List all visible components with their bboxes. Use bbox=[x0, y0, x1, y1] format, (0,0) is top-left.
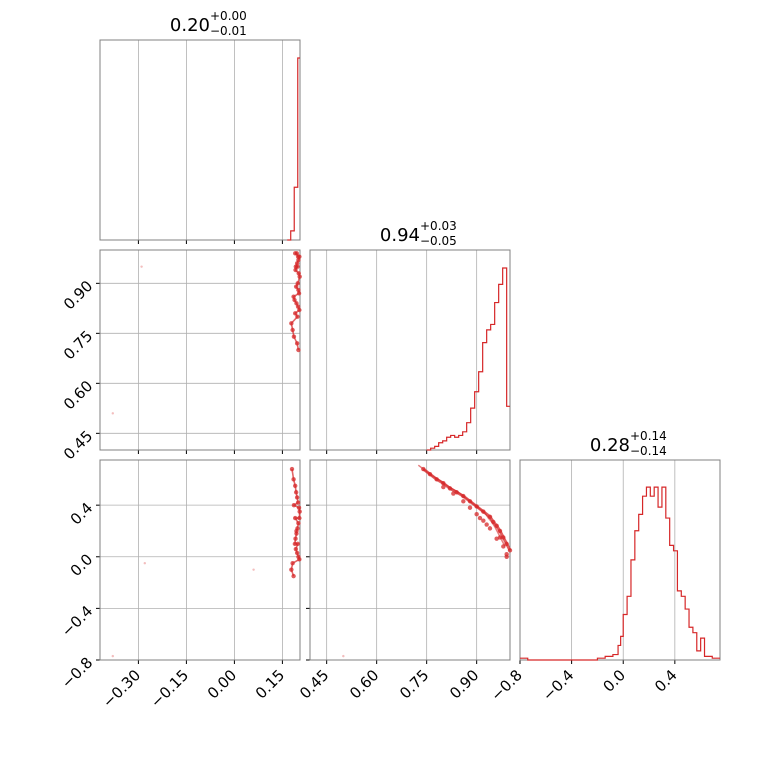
y-tick-label-1-2: 0.75 bbox=[60, 327, 96, 363]
samples-0-2 bbox=[111, 466, 302, 658]
param-title-lower-1: −0.05 bbox=[420, 234, 457, 248]
panel-1-1 bbox=[309, 249, 511, 454]
panel-frame bbox=[99, 459, 301, 661]
sample-point bbox=[441, 484, 446, 490]
sample-point bbox=[111, 654, 115, 658]
panel-2-2 bbox=[519, 459, 721, 664]
y-tick-label-1-0: 0.45 bbox=[60, 427, 96, 463]
sample-point bbox=[342, 654, 345, 658]
y-tick-label-2-1: −0.4 bbox=[58, 602, 96, 640]
histogram-0 bbox=[287, 57, 300, 241]
sample-point bbox=[461, 499, 466, 504]
x-tick-label-0-0: −0.30 bbox=[99, 666, 144, 711]
x-tick-label-1-3: 0.90 bbox=[446, 666, 482, 702]
x-tick-label-2-1: −0.4 bbox=[539, 666, 577, 704]
panel-frame bbox=[519, 459, 721, 661]
param-title-2: 0.28 bbox=[590, 435, 630, 456]
density-contour bbox=[290, 252, 301, 351]
panel-0-0 bbox=[99, 39, 301, 244]
param-title-upper-2: +0.14 bbox=[630, 429, 667, 443]
samples-0-1 bbox=[111, 251, 302, 415]
panel-frame bbox=[309, 459, 511, 661]
sample-point bbox=[504, 554, 509, 559]
y-tick-label-1-3: 0.90 bbox=[60, 277, 96, 313]
sample-point bbox=[140, 265, 143, 268]
sample-point bbox=[143, 562, 146, 565]
sample-point bbox=[252, 568, 255, 571]
panel-frame bbox=[99, 39, 301, 241]
x-tick-label-1-0: 0.45 bbox=[296, 666, 332, 702]
panel-1-0 bbox=[96, 249, 301, 454]
x-tick-label-0-3: 0.15 bbox=[252, 666, 288, 702]
sample-point bbox=[487, 526, 493, 531]
y-tick-label-1-1: 0.60 bbox=[60, 377, 96, 413]
param-title-upper-1: +0.03 bbox=[420, 219, 457, 233]
sample-point bbox=[474, 511, 479, 517]
x-tick-label-2-2: 0.0 bbox=[599, 666, 629, 696]
samples-1-2 bbox=[342, 464, 513, 658]
x-tick-label-0-1: −0.15 bbox=[147, 666, 192, 711]
param-title-upper-0: +0.00 bbox=[210, 9, 247, 23]
histogram-1 bbox=[426, 267, 510, 451]
param-title-0: 0.20 bbox=[170, 15, 210, 36]
x-tick-label-1-1: 0.60 bbox=[346, 666, 382, 702]
param-title-lower-2: −0.14 bbox=[630, 444, 667, 458]
panel-2-0 bbox=[96, 459, 301, 664]
x-tick-label-2-0: −0.8 bbox=[487, 666, 525, 704]
y-tick-label-2-2: 0.0 bbox=[67, 550, 97, 580]
param-title-1: 0.94 bbox=[380, 225, 420, 246]
sample-point bbox=[477, 515, 483, 521]
density-contour bbox=[290, 468, 301, 577]
density-contour bbox=[417, 464, 506, 547]
x-tick-label-0-2: 0.00 bbox=[204, 666, 240, 702]
sample-point bbox=[494, 536, 499, 541]
sample-point bbox=[111, 412, 115, 415]
sample-point bbox=[289, 466, 295, 472]
sample-point bbox=[484, 522, 489, 527]
panel-frame bbox=[309, 249, 511, 451]
x-tick-label-2-3: 0.4 bbox=[651, 666, 681, 696]
sample-point bbox=[481, 518, 486, 523]
x-tick-label-1-2: 0.75 bbox=[396, 666, 432, 702]
y-tick-label-2-3: 0.4 bbox=[67, 499, 97, 529]
panel-2-1 bbox=[306, 459, 511, 664]
y-tick-label-2-0: −0.8 bbox=[58, 654, 96, 692]
sample-point bbox=[467, 505, 473, 510]
panel-frame bbox=[99, 249, 301, 451]
histogram-2 bbox=[520, 486, 720, 661]
param-title-lower-0: −0.01 bbox=[210, 24, 247, 38]
